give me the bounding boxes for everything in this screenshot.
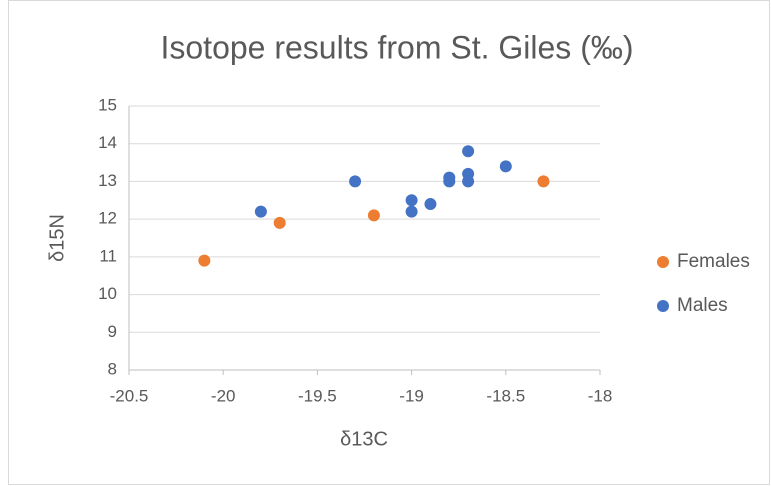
point [443, 175, 456, 188]
point [349, 175, 362, 188]
point [254, 205, 267, 218]
y-tick-label: 11 [99, 246, 117, 265]
legend-marker [657, 256, 669, 268]
point [499, 160, 512, 173]
point [405, 194, 418, 207]
point [273, 216, 286, 229]
x-tick-label: -20 [211, 386, 236, 405]
y-tick-label: 8 [108, 359, 117, 378]
x-tick-label: -19.5 [298, 386, 337, 405]
chart-title: Isotope results from St. Giles (‰) [160, 29, 633, 65]
legend-label: Females [677, 251, 750, 272]
x-tick-label: -18 [588, 386, 613, 405]
x-axis-title: δ13C [340, 428, 388, 450]
y-tick-label: 10 [98, 284, 117, 303]
point [462, 175, 475, 188]
y-tick-label: 13 [98, 171, 117, 190]
point [462, 145, 475, 158]
chart-frame [8, 0, 770, 485]
x-tick-label: -18.5 [486, 386, 525, 405]
point [424, 198, 437, 211]
y-axis-title: δ15N [46, 214, 68, 262]
x-tick-label: -19 [399, 386, 424, 405]
legend-label: Males [677, 295, 728, 316]
point [405, 205, 418, 218]
point [198, 254, 211, 267]
point [537, 175, 550, 188]
y-tick-label: 9 [108, 322, 117, 341]
y-tick-label: 14 [98, 133, 117, 152]
point [367, 209, 380, 222]
y-tick-label: 15 [98, 95, 117, 114]
y-tick-label: 12 [98, 209, 117, 228]
legend-marker [657, 300, 669, 312]
x-tick-label: -20.5 [110, 386, 149, 405]
